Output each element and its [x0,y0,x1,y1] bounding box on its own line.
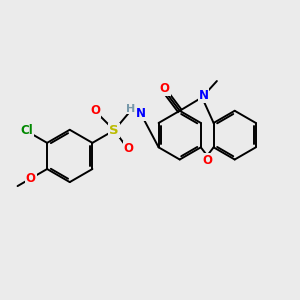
Text: O: O [124,142,134,155]
Text: Cl: Cl [21,124,33,137]
Text: N: N [199,89,208,102]
Text: O: O [160,82,170,95]
Text: S: S [110,124,119,137]
Text: H: H [126,103,135,113]
Text: O: O [90,104,100,117]
Text: N: N [136,107,146,120]
Text: O: O [26,172,36,185]
Text: O: O [202,154,212,166]
